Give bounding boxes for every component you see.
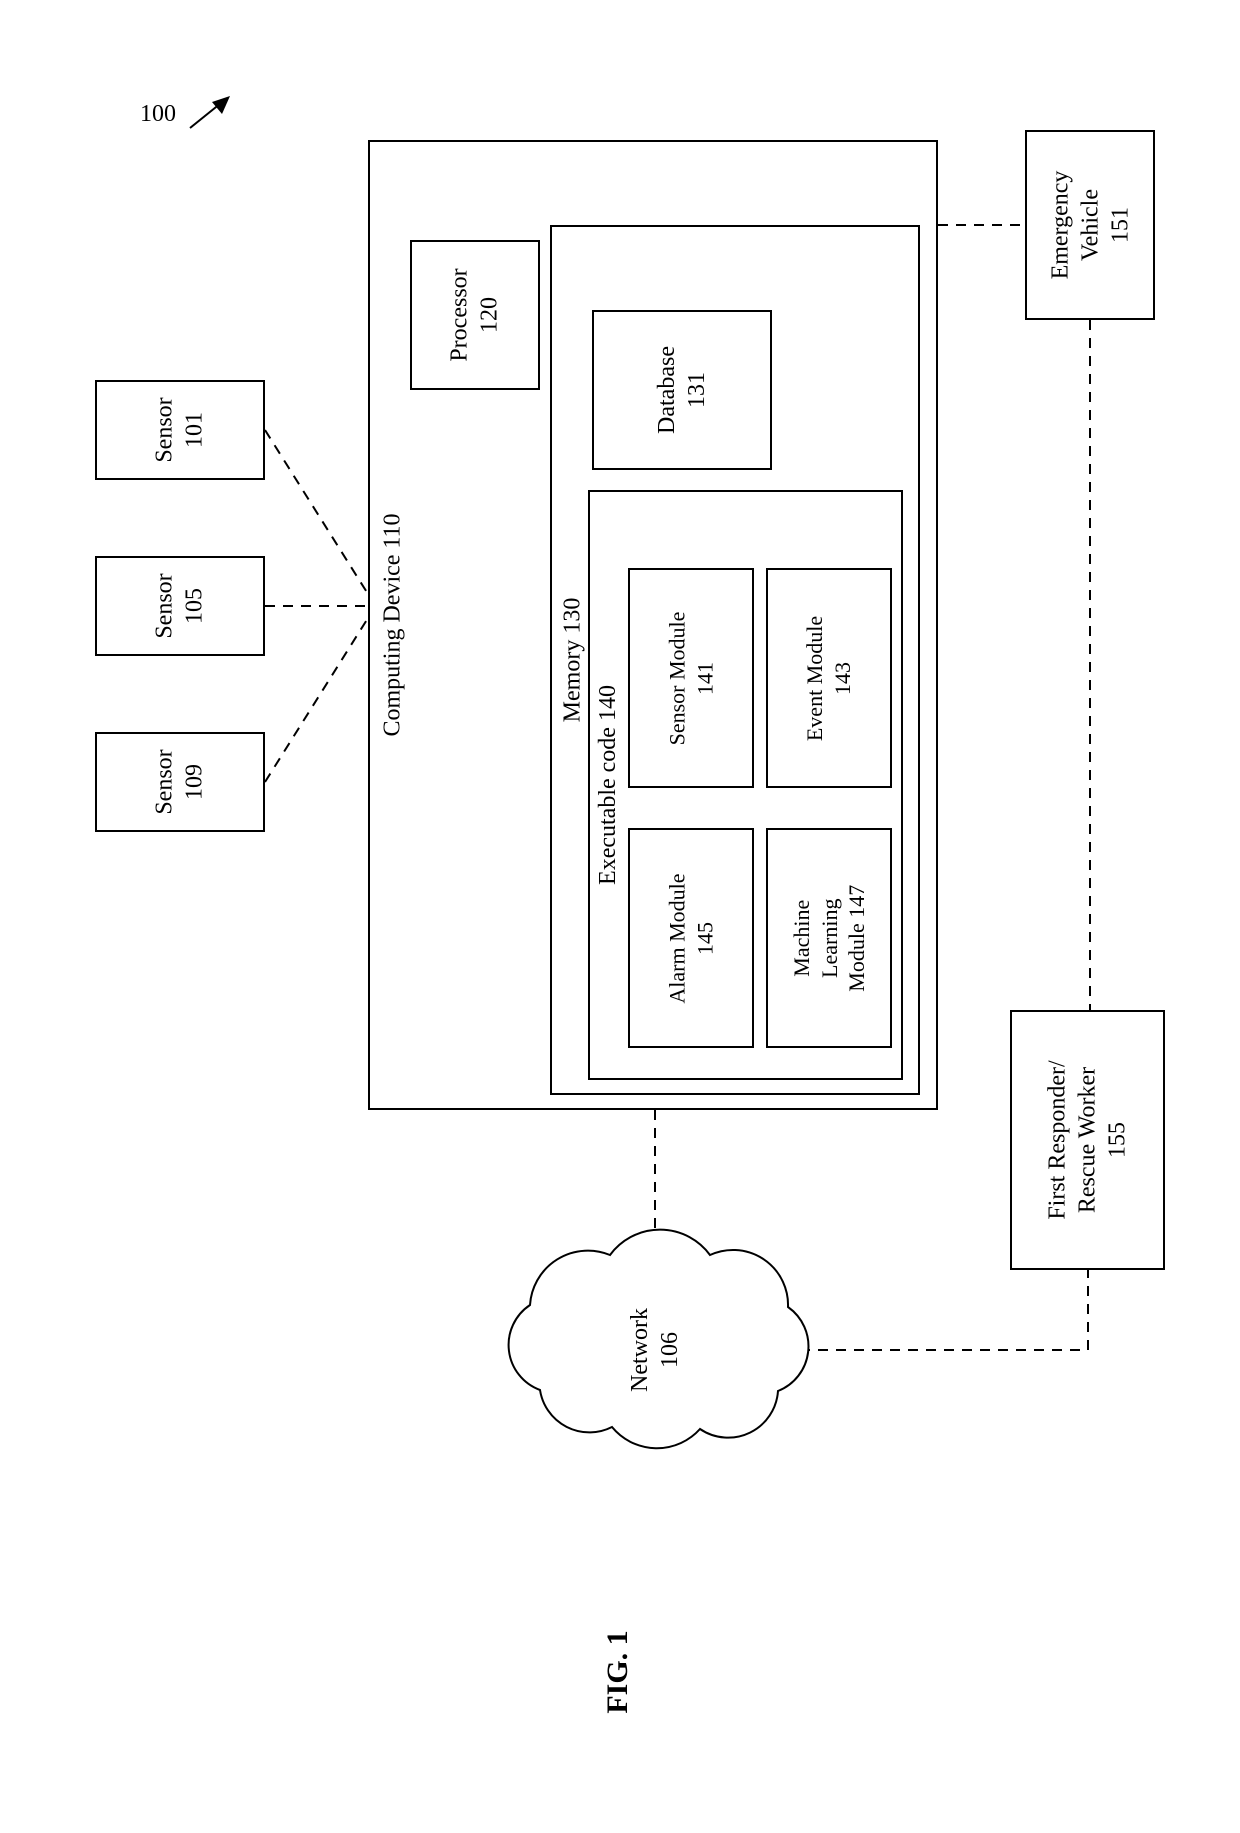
event-module-box: Event Module 143 xyxy=(766,568,892,788)
processor-num: 120 xyxy=(475,268,505,361)
sensor-module-box: Sensor Module 141 xyxy=(628,568,754,788)
memory-label: Memory 130 xyxy=(557,598,587,723)
computing-device-label-wrap: Computing Device 110 xyxy=(378,140,408,1110)
sensor-101-label: Sensor xyxy=(150,397,180,462)
sensor-109-box: Sensor 109 xyxy=(95,732,265,832)
ref-100-label: 100 xyxy=(140,100,176,129)
network-label-wrap: Network 106 xyxy=(595,1290,715,1410)
ev-l1: Emergency xyxy=(1045,171,1075,280)
alarm-module-label: Alarm Module xyxy=(664,873,692,1003)
figure-caption: FIG. 1 xyxy=(558,1655,678,1695)
first-responder-box: First Responder/ Rescue Worker 155 xyxy=(1010,1010,1165,1270)
sensor-105-box: Sensor 105 xyxy=(95,556,265,656)
sensor-105-label: Sensor xyxy=(150,573,180,638)
sensor-101-num: 101 xyxy=(180,397,210,462)
sensor-105-num: 105 xyxy=(180,573,210,638)
computing-device-label: Computing Device 110 xyxy=(378,513,408,736)
exec-code-label-wrap: Executable code 140 xyxy=(594,490,622,1080)
ml-module-l2: Learning xyxy=(815,885,843,992)
ev-num: 151 xyxy=(1105,171,1135,280)
network-label: Network xyxy=(625,1308,655,1392)
processor-box: Processor 120 xyxy=(410,240,540,390)
event-module-label: Event Module xyxy=(802,615,830,740)
ref-arrow xyxy=(190,96,230,128)
sensor-module-label: Sensor Module xyxy=(664,611,692,745)
figure-caption-text: FIG. 1 xyxy=(601,1612,635,1732)
alarm-module-box: Alarm Module 145 xyxy=(628,828,754,1048)
ml-module-box: Machine Learning Module 147 xyxy=(766,828,892,1048)
database-label: Database xyxy=(652,346,682,434)
processor-label: Processor xyxy=(445,268,475,361)
database-box: Database 131 xyxy=(592,310,772,470)
event-module-num: 143 xyxy=(829,615,857,740)
fr-l1: First Responder/ xyxy=(1043,1060,1073,1219)
sensor-101-box: Sensor 101 xyxy=(95,380,265,480)
sensor-109-label: Sensor xyxy=(150,749,180,814)
ml-module-l3: Module xyxy=(844,923,869,991)
database-num: 131 xyxy=(682,346,712,434)
ref-100-text: 100 xyxy=(140,101,176,127)
edge-net-fr xyxy=(800,1270,1088,1350)
exec-code-label: Executable code 140 xyxy=(593,685,623,885)
alarm-module-num: 145 xyxy=(691,873,719,1003)
edge-sensor109 xyxy=(265,618,368,782)
fr-l2: Rescue Worker xyxy=(1073,1060,1103,1219)
sensor-module-num: 141 xyxy=(691,611,719,745)
ev-l2: Vehicle xyxy=(1075,171,1105,280)
emergency-vehicle-box: Emergency Vehicle 151 xyxy=(1025,130,1155,320)
ml-module-l1: Machine xyxy=(788,885,816,992)
fr-num: 155 xyxy=(1103,1060,1133,1219)
sensor-109-num: 109 xyxy=(180,749,210,814)
ml-module-num: 147 xyxy=(844,885,869,918)
memory-label-wrap: Memory 130 xyxy=(558,225,586,1095)
network-num: 106 xyxy=(655,1308,685,1392)
edge-sensor101 xyxy=(265,430,368,594)
